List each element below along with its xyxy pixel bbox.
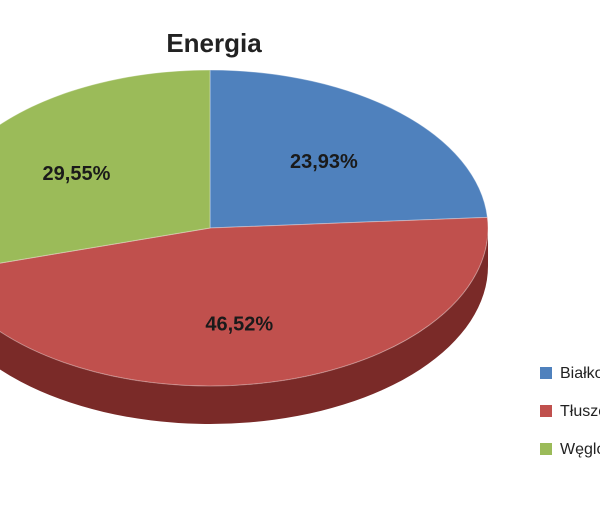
pie-data-label-2: 29,55% bbox=[43, 163, 111, 185]
pie-side-1 bbox=[0, 228, 488, 424]
pie-data-label-1: 46,52% bbox=[205, 313, 273, 335]
legend: Białko Tłuszcze Węglowodany bbox=[540, 365, 600, 458]
legend-swatch-0 bbox=[540, 367, 552, 379]
legend-label-2: Węglowodany bbox=[560, 441, 600, 458]
pie-sides bbox=[0, 228, 488, 424]
chart-title: Energia bbox=[166, 28, 262, 58]
pie-slices bbox=[0, 69, 489, 387]
legend-label-0: Białko bbox=[560, 365, 600, 382]
pie-data-label-0: 23,93% bbox=[290, 151, 358, 173]
legend-swatch-1 bbox=[540, 405, 552, 417]
legend-swatch-2 bbox=[540, 443, 552, 455]
pie-slice-1 bbox=[0, 216, 489, 387]
pie-slice-0 bbox=[209, 69, 488, 229]
pie-data-labels: 23,93% 46,52% 29,55% bbox=[43, 151, 359, 336]
pie-slice-2 bbox=[0, 69, 211, 264]
legend-label-1: Tłuszcze bbox=[560, 403, 600, 420]
